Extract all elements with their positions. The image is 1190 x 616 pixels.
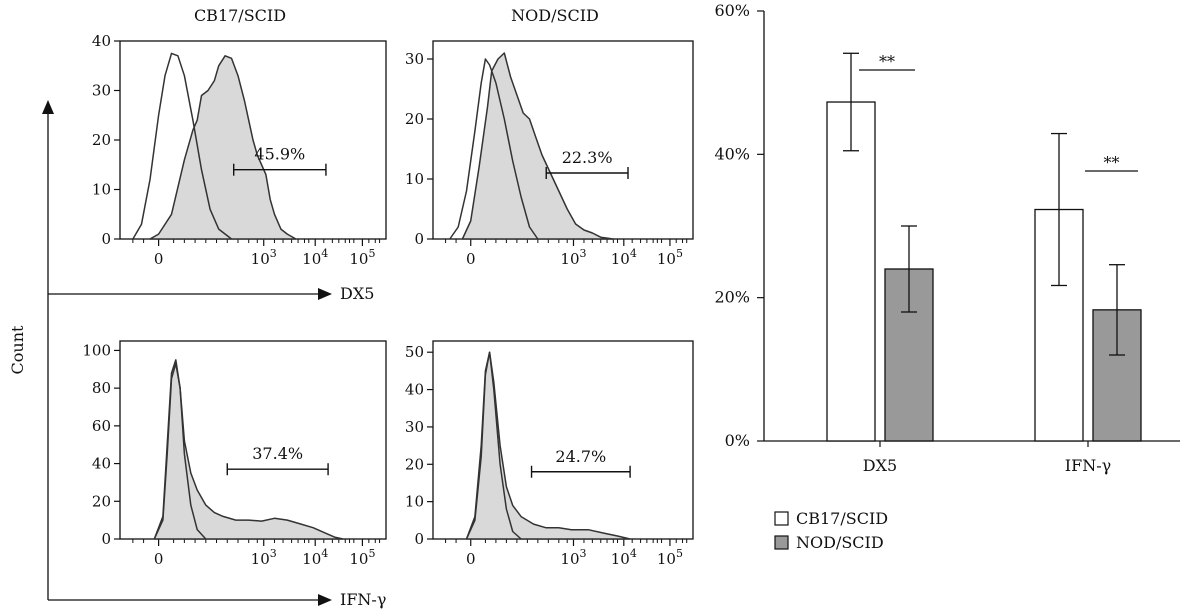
dx5-arrow-icon (318, 288, 332, 300)
y-axis-arrow-icon (42, 100, 54, 114)
open-histogram (153, 359, 207, 540)
y-tick-label: 30 (92, 82, 111, 100)
y-tick-label: 30 (405, 50, 424, 68)
bar-cb17-scid (826, 101, 876, 442)
y-tick-label: 30 (405, 418, 424, 436)
y-tick-label: 10 (405, 170, 424, 188)
open-histogram (465, 351, 522, 540)
open-histogram (132, 52, 232, 240)
legend-swatch (774, 511, 789, 526)
histogram-nod-dx5: 0 10 20 30 0 103 104 105 22.3% (405, 40, 694, 268)
y-tick-label: 50 (405, 343, 424, 361)
y-tick-label: 0 (414, 530, 424, 548)
y-tick-label: 0 (101, 230, 111, 248)
x-tick-exponent: 3 (270, 247, 277, 260)
x-tick-exponent: 3 (270, 547, 277, 560)
plot-frame (119, 340, 387, 540)
filled-histogram (461, 52, 615, 240)
y-tick-label: 80 (92, 379, 111, 397)
y-tick-label: 40 (92, 455, 111, 473)
x-tick-label: 103 (251, 547, 277, 568)
y-tick-label: 0 (101, 530, 111, 548)
significance-label: ** (1104, 153, 1120, 172)
x-tick-label: 103 (251, 247, 277, 268)
x-tick-label: 104 (302, 547, 328, 568)
gate-label: 37.4% (252, 444, 303, 463)
x-tick-label: 105 (657, 247, 683, 268)
y-tick-label: 60 (92, 417, 111, 435)
bar-y-tick-label: 40% (714, 144, 750, 163)
x-tick-label: 0 (154, 550, 164, 568)
gate-label: 22.3% (562, 148, 613, 167)
x-tick-label: 103 (560, 547, 586, 568)
significance-label: ** (879, 52, 895, 71)
x-tick-exponent: 4 (321, 247, 328, 260)
y-tick-label: 20 (405, 110, 424, 128)
x-tick-label: 0 (154, 250, 164, 268)
bar-y-tick-label: 60% (714, 1, 750, 20)
y-axis-label: Count (8, 325, 27, 374)
filled-histogram (149, 55, 297, 240)
x-tick-label: 104 (611, 547, 637, 568)
bar-cb17-scid (1034, 208, 1084, 442)
col-title-nod: NOD/SCID (511, 6, 599, 25)
x-tick-label: 104 (611, 247, 637, 268)
bar-y-tick-label: 0% (725, 431, 750, 450)
col-title-cb17: CB17/SCID (194, 6, 286, 25)
x-tick-label: 103 (560, 247, 586, 268)
y-tick-label: 0 (414, 230, 424, 248)
filled-histogram (153, 362, 344, 540)
filled-histogram (465, 351, 631, 540)
x-tick-label: 105 (657, 547, 683, 568)
x-tick-label: 0 (466, 550, 476, 568)
x-tick-label: 105 (349, 547, 375, 568)
y-tick-label: 100 (82, 341, 111, 359)
ifng-arrow-icon (318, 594, 332, 606)
y-tick-label: 20 (405, 455, 424, 473)
y-tick-label: 40 (405, 381, 424, 399)
summary-bar-chart: 0% 20% 40% 60% DX5 ** IFN-γ ** CB17/SCID NOD/SCID (714, 1, 1180, 552)
y-tick-label: 10 (92, 181, 111, 199)
x-tick-exponent: 5 (676, 547, 683, 560)
category-label: DX5 (863, 456, 897, 475)
y-tick-label: 40 (92, 32, 111, 50)
histogram-nod-ifng: 0 10 20 30 40 50 0 103 104 105 24.7% (405, 340, 694, 568)
y-tick-label: 10 (405, 493, 424, 511)
x-tick-exponent: 3 (580, 547, 587, 560)
x-tick-label: 0 (466, 250, 476, 268)
gate-label: 45.9% (254, 145, 305, 164)
x-axis-label-dx5: DX5 (340, 284, 374, 303)
x-tick-exponent: 3 (580, 247, 587, 260)
legend-swatch (774, 535, 789, 550)
x-tick-exponent: 4 (630, 247, 637, 260)
x-tick-exponent: 4 (321, 547, 328, 560)
y-tick-label: 20 (92, 492, 111, 510)
x-tick-exponent: 5 (368, 547, 375, 560)
y-tick-label: 20 (92, 131, 111, 149)
plot-frame (432, 340, 694, 540)
histogram-cb17-ifng: 0 20 40 60 80 100 0 103 104 105 37.4% (82, 340, 387, 568)
x-axis-label-ifng: IFN-γ (340, 590, 386, 609)
category-label: IFN-γ (1065, 456, 1111, 475)
x-tick-exponent: 5 (676, 247, 683, 260)
legend-label: NOD/SCID (796, 533, 884, 552)
histogram-cb17-dx5: 0 10 20 30 40 0 103 104 105 45.9% (92, 32, 387, 268)
bar-y-tick-label: 20% (714, 288, 750, 307)
gate-label: 24.7% (555, 447, 606, 466)
open-histogram (449, 58, 539, 240)
x-tick-exponent: 4 (630, 547, 637, 560)
x-tick-label: 105 (349, 247, 375, 268)
x-tick-exponent: 5 (368, 247, 375, 260)
x-tick-label: 104 (302, 247, 328, 268)
legend-label: CB17/SCID (796, 509, 888, 528)
